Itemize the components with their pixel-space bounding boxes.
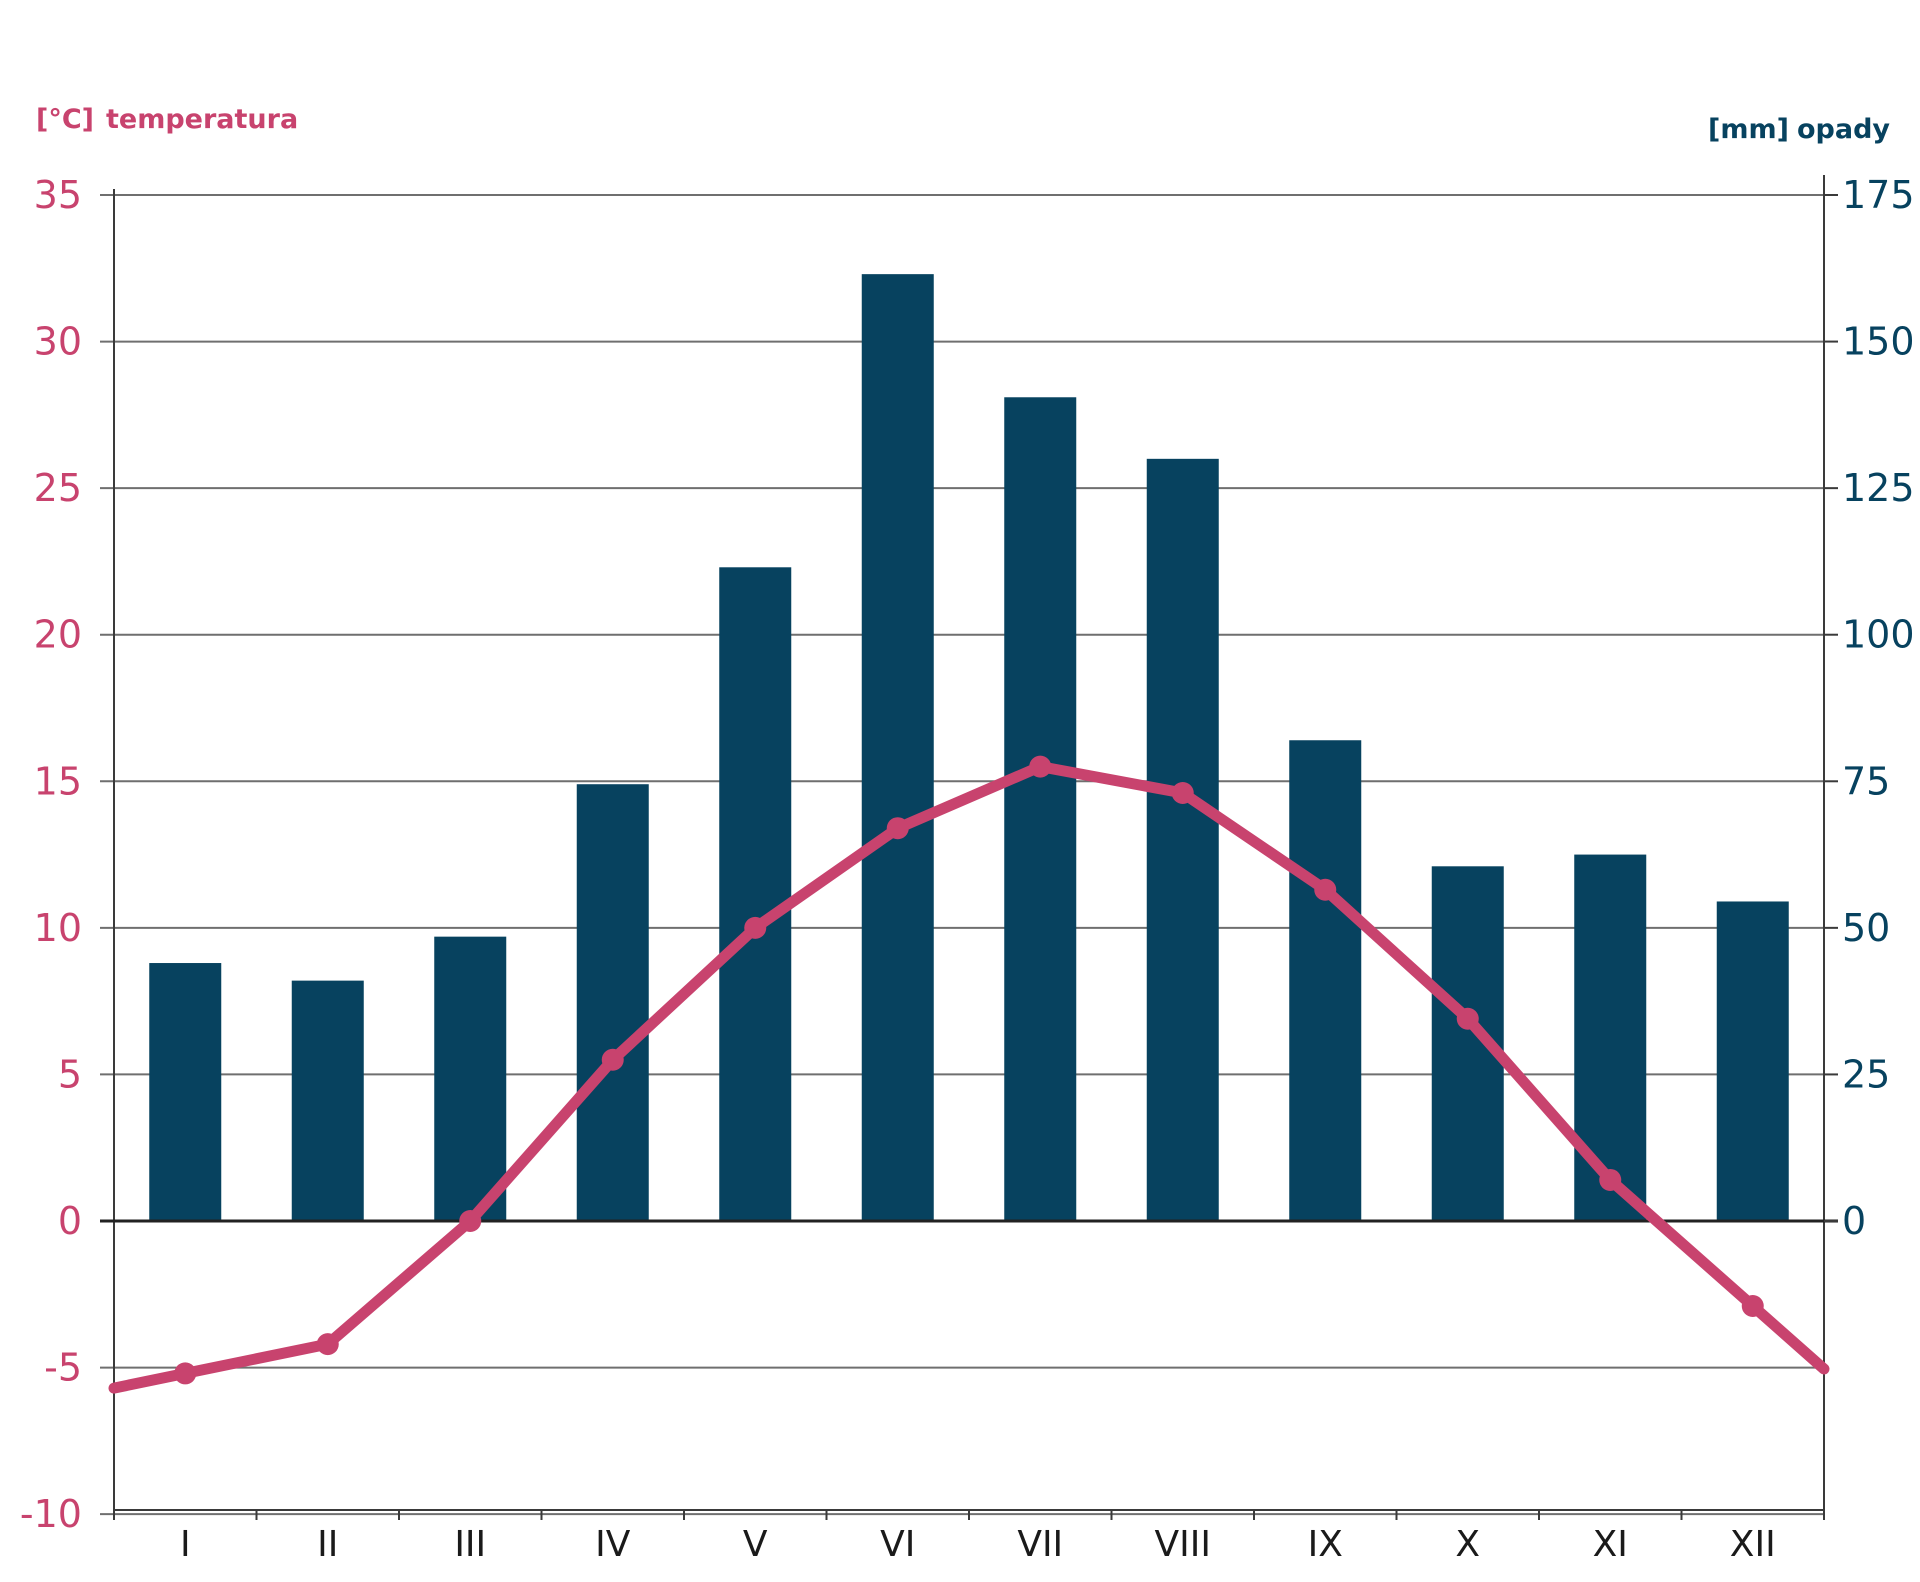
month-label: VII	[1017, 1524, 1063, 1565]
temperature-tick-label: 0	[58, 1199, 82, 1243]
precipitation-tick-label: 125	[1842, 466, 1915, 510]
temperature-tick-label: 5	[58, 1052, 82, 1096]
month-label: I	[180, 1524, 191, 1565]
temperature-unit-label: [°C]	[36, 104, 94, 135]
precipitation-tick-label: 175	[1842, 173, 1915, 217]
temperature-tick-label: 10	[34, 906, 82, 950]
precipitation-bar	[1146, 458, 1219, 1221]
temperature-tick-label: 30	[34, 320, 82, 364]
precipitation-tick-label: 50	[1842, 906, 1890, 950]
temperature-point	[1741, 1295, 1764, 1318]
precipitation-bar	[576, 784, 649, 1221]
precipitation-tick-label: 25	[1842, 1052, 1890, 1096]
precipitation-bar	[719, 567, 792, 1221]
temperature-point	[1314, 878, 1337, 901]
precipitation-bar	[1716, 901, 1789, 1221]
precipitation-tick-label: 150	[1842, 320, 1915, 364]
temperature-point	[886, 817, 909, 840]
temperature-tick-label: -10	[20, 1492, 82, 1536]
precipitation-bar	[434, 936, 507, 1221]
temperature-tick-label: 20	[34, 613, 82, 657]
month-label: XI	[1593, 1524, 1628, 1565]
temperature-point	[1599, 1168, 1622, 1191]
precipitation-bar	[1574, 854, 1647, 1221]
precipitation-bar	[1289, 740, 1362, 1221]
temperature-point	[601, 1048, 624, 1071]
temperature-point	[1171, 782, 1194, 805]
precipitation-bar	[861, 274, 934, 1221]
precipitation-tick-label: 75	[1842, 759, 1890, 803]
temperature-line-path	[108, 761, 1830, 1394]
month-label: VI	[880, 1524, 915, 1565]
precipitation-tick-label: 0	[1842, 1199, 1866, 1243]
month-label: V	[743, 1524, 768, 1565]
axes	[100, 175, 1838, 1520]
precipitation-tick-label: 100	[1842, 613, 1915, 657]
month-label: II	[317, 1524, 338, 1565]
temperature-point	[1029, 755, 1052, 778]
month-label: III	[454, 1524, 486, 1565]
precipitation-bar	[149, 963, 222, 1221]
precipitation-axis-title: opady	[1797, 114, 1890, 145]
temperature-line	[108, 755, 1830, 1394]
temperature-point	[316, 1333, 339, 1356]
month-label: IV	[595, 1524, 631, 1565]
month-label: XII	[1730, 1524, 1776, 1565]
precipitation-bar	[1004, 397, 1077, 1222]
temperature-point	[1456, 1007, 1479, 1030]
temperature-tick-label: 15	[34, 759, 82, 803]
precipitation-bar	[291, 980, 364, 1221]
precipitation-bars	[149, 274, 1789, 1222]
temperature-tick-label: 25	[34, 466, 82, 510]
temperature-axis-title: temperatura	[106, 104, 298, 135]
temperature-tick-label: 35	[34, 173, 82, 217]
month-label: VIII	[1155, 1524, 1211, 1565]
temperature-point	[174, 1362, 197, 1385]
grid-lines	[100, 194, 1824, 1516]
month-label: IX	[1308, 1524, 1343, 1565]
temperature-point	[744, 916, 767, 939]
month-label: X	[1455, 1524, 1480, 1565]
temperature-point	[459, 1210, 482, 1232]
precipitation-unit-label: [mm]	[1708, 114, 1789, 145]
temperature-tick-label: -5	[44, 1346, 82, 1390]
